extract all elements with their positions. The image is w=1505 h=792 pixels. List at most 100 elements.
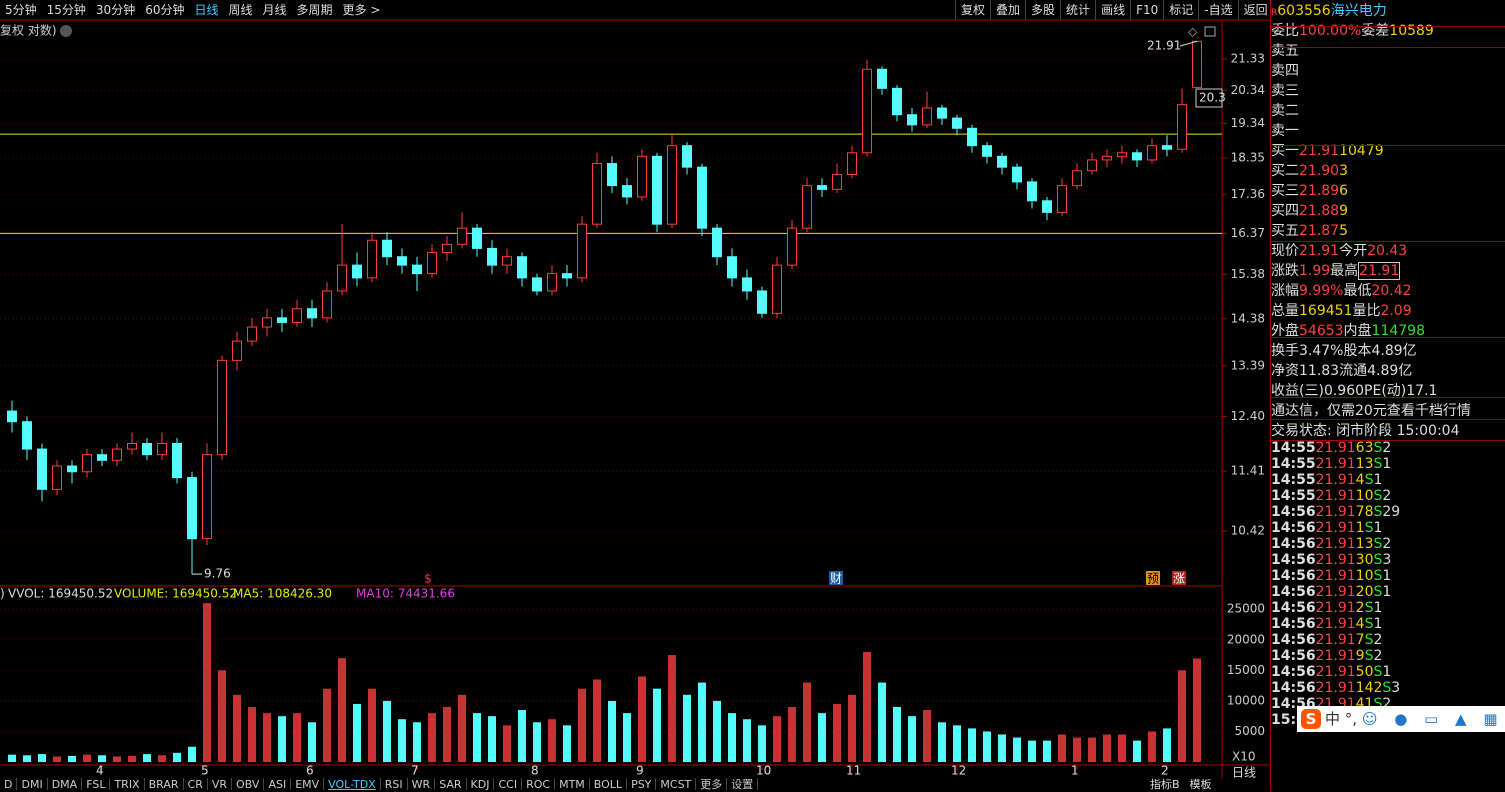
panel-row: 14:5521.9113S1: [1271, 456, 1505, 472]
panel-cell: 14:56: [1271, 616, 1316, 632]
indicator-tab[interactable]: KDJ: [467, 778, 495, 790]
y-tick-label: 18.35: [1231, 151, 1265, 165]
candle-body: [68, 466, 77, 472]
volume-bar: [1133, 741, 1141, 762]
indicator-tab[interactable]: DMA: [48, 778, 83, 790]
panel-cell: 14:56: [1271, 536, 1316, 552]
panel-cell: 10: [1356, 568, 1374, 584]
icon[interactable]: ◇: [1188, 25, 1198, 39]
panel-cell: 14:55: [1271, 456, 1316, 472]
panel-row: 买二21.903: [1271, 160, 1505, 180]
panel-cell: 30: [1356, 552, 1374, 568]
mode-label: 复权 对数): [0, 23, 57, 38]
panel-cell: 14:55: [1271, 488, 1316, 504]
last-label: 20.3: [1199, 91, 1226, 105]
x-tick-label: 2: [1161, 764, 1169, 778]
ime-mode[interactable]: 中: [1325, 710, 1340, 728]
panel-cell: 50: [1356, 664, 1374, 680]
candle-body: [158, 443, 167, 454]
panel-row: 14:5621.912S1: [1271, 600, 1505, 616]
candle-body: [233, 341, 242, 360]
indicator-tab[interactable]: SAR: [435, 778, 466, 790]
candle-body: [218, 360, 227, 454]
mode-icon[interactable]: [60, 25, 72, 37]
indicator-tab[interactable]: MTM: [555, 778, 590, 790]
indicator-tab[interactable]: 设置: [727, 778, 758, 790]
panel-cell: 21.88: [1299, 203, 1339, 219]
panel-row: 买一21.9110479: [1271, 140, 1505, 160]
panel-cell: 14:56: [1271, 584, 1316, 600]
candle-body: [518, 257, 527, 278]
y-tick-label: 21.33: [1231, 51, 1265, 65]
panel-cell: 21.91: [1316, 552, 1356, 568]
indicator-tab[interactable]: OBV: [232, 778, 264, 790]
icon[interactable]: [1205, 27, 1215, 36]
indicator-tab[interactable]: CCI: [494, 778, 522, 790]
volume-bar: [848, 695, 856, 762]
tab-button[interactable]: 指标B: [1145, 778, 1185, 790]
panel-cell: 603556: [1277, 3, 1330, 19]
volume-bar: [863, 652, 871, 762]
indicator-tab[interactable]: RSI: [381, 778, 408, 790]
indicator-tab[interactable]: PSY: [627, 778, 656, 790]
candle-body: [638, 156, 647, 197]
panel-cell: 1: [1373, 600, 1382, 616]
panel-cell: 流通: [1339, 363, 1367, 379]
candle-body: [548, 274, 557, 291]
volume-bar: [53, 757, 61, 763]
vol-header: VVOL: 169450.52: [8, 587, 113, 601]
low-label: 9.76: [204, 567, 231, 581]
panel-cell: 1: [1382, 456, 1391, 472]
ime-punct[interactable]: °,: [1345, 710, 1357, 728]
volume-bar: [953, 725, 961, 762]
indicator-tab[interactable]: BOLL: [590, 778, 627, 790]
panel-cell: 21.91: [1316, 616, 1356, 632]
vol-header: ): [0, 587, 5, 601]
candle-body: [38, 449, 47, 489]
indicator-tab[interactable]: BRAR: [145, 778, 184, 790]
volume-bar: [1193, 658, 1201, 762]
tab-button[interactable]: 模板: [1185, 778, 1217, 790]
candle-body: [1028, 182, 1037, 201]
panel-cell: 交易状态: 闭市阶段 15:00:04: [1271, 423, 1460, 439]
x-tick-label: 11: [846, 764, 861, 778]
indicator-tab[interactable]: EMV: [291, 778, 324, 790]
panel-cell: 7: [1356, 632, 1365, 648]
panel-cell: 21.91: [1316, 568, 1356, 584]
volume-bar: [668, 655, 676, 762]
y-tick-label: 13.39: [1231, 358, 1265, 372]
indicator-tab[interactable]: CR: [184, 778, 208, 790]
panel-cell: 2: [1382, 440, 1391, 456]
candle-body: [1088, 160, 1097, 171]
indicator-tab[interactable]: VOL-TDX: [324, 778, 381, 790]
indicator-tab[interactable]: DMI: [17, 778, 47, 790]
panel-row: 买四21.889: [1271, 200, 1505, 220]
panel-cell: 量比: [1352, 303, 1380, 319]
event-marker: 涨: [1173, 571, 1185, 586]
multiplier: X10: [1232, 750, 1256, 764]
indicator-tab[interactable]: FSL: [82, 778, 110, 790]
panel-row: 14:5621.9178S29: [1271, 504, 1505, 520]
indicator-tab[interactable]: 更多: [696, 778, 727, 790]
panel-cell: 21.91: [1316, 488, 1356, 504]
panel-cell: 21.87: [1299, 223, 1339, 239]
indicator-tab[interactable]: MCST: [656, 778, 696, 790]
indicator-tab[interactable]: TRIX: [110, 778, 144, 790]
indicator-tab[interactable]: ROC: [522, 778, 555, 790]
volume-bar: [998, 735, 1006, 763]
panel-cell: 14:56: [1271, 632, 1316, 648]
indicator-tab[interactable]: VR: [208, 778, 232, 790]
candle-body: [1043, 201, 1052, 213]
panel-row: 14:5621.9120S1: [1271, 584, 1505, 600]
candle-body: [698, 167, 707, 228]
indicator-tab[interactable]: ASI: [264, 778, 291, 790]
panel-row: 通达信，仅需20元查看千档行情: [1271, 400, 1505, 420]
indicator-tab[interactable]: D: [0, 778, 17, 790]
indicator-tab[interactable]: WR: [408, 778, 436, 790]
x-tick-label: 8: [531, 764, 539, 778]
v-tick-label: 20000: [1227, 632, 1265, 646]
candle-body: [833, 174, 842, 189]
panel-cell: 21.91: [1316, 456, 1356, 472]
volume-bar: [773, 716, 781, 762]
